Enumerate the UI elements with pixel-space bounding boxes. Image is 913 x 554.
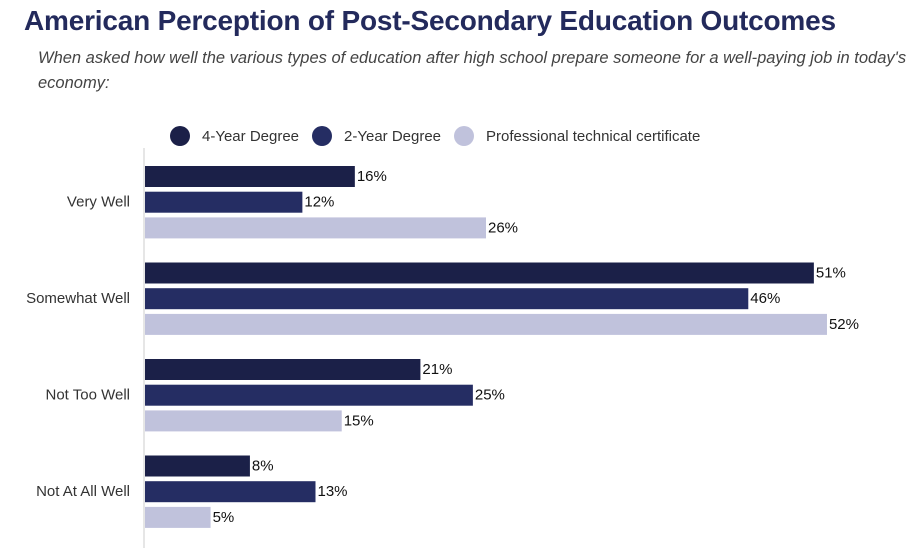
- legend-swatch-4-year-degree: [170, 126, 190, 146]
- bar-not-too-well-4-year-degree[interactable]: [145, 359, 421, 380]
- bar-very-well-2-year-degree[interactable]: [145, 191, 303, 213]
- data-label-not-at-all-well-4-year-degree: 8%: [252, 458, 274, 475]
- data-label-not-too-well-2-year-degree: 25%: [475, 387, 505, 404]
- category-label-somewhat-well: Somewhat Well: [26, 290, 130, 307]
- data-label-very-well-4-year-degree: 16%: [357, 168, 387, 185]
- legend-swatch-2-year-degree: [312, 126, 333, 146]
- bar-not-at-all-well-2-year-degree[interactable]: [145, 481, 316, 503]
- data-label-very-well-professional-technical-certificate: 26%: [488, 219, 518, 236]
- legend-item-2-year-degree[interactable]: 2-Year Degree: [312, 126, 441, 146]
- bar-not-too-well-2-year-degree[interactable]: [145, 384, 473, 406]
- category-label-not-at-all-well: Not At All Well: [36, 483, 130, 500]
- chart-subtitle: When asked how well the various types of…: [38, 49, 907, 92]
- bar-somewhat-well-4-year-degree[interactable]: [145, 262, 814, 284]
- chart-legend: 4-Year Degree 2-Year Degree Professional…: [170, 125, 713, 147]
- bar-not-at-all-well-professional-technical-certificate[interactable]: [145, 506, 211, 528]
- legend-label-professional-technical-certificate: Professional technical certificate: [486, 127, 701, 145]
- bar-not-too-well-professional-technical-certificate[interactable]: [145, 410, 342, 432]
- bar-somewhat-well-professional-technical-certificate[interactable]: [145, 313, 827, 335]
- bar-very-well-4-year-degree[interactable]: [145, 166, 355, 187]
- legend-item-4-year-degree[interactable]: 4-Year Degree: [170, 126, 299, 146]
- data-label-not-at-all-well-professional-technical-certificate: 5%: [213, 509, 235, 526]
- data-label-very-well-2-year-degree: 12%: [304, 194, 334, 211]
- bar-very-well-professional-technical-certificate[interactable]: [145, 217, 486, 239]
- chart-title: American Perception of Post-Secondary Ed…: [24, 5, 836, 36]
- legend-swatch-professional-technical-certificate: [454, 126, 475, 146]
- data-label-not-too-well-professional-technical-certificate: 15%: [344, 412, 374, 429]
- data-label-not-too-well-4-year-degree: 21%: [422, 361, 452, 378]
- data-label-not-at-all-well-2-year-degree: 13%: [317, 483, 347, 500]
- data-label-somewhat-well-4-year-degree: 51%: [816, 265, 846, 282]
- category-label-not-too-well: Not Too Well: [46, 387, 131, 404]
- legend-item-professional-technical-certificate[interactable]: Professional technical certificate: [454, 126, 700, 146]
- legend-label-2-year-degree: 2-Year Degree: [344, 127, 442, 145]
- category-label-very-well: Very Well: [67, 194, 130, 211]
- data-label-somewhat-well-professional-technical-certificate: 52%: [829, 316, 859, 333]
- legend-label-4-year-degree: 4-Year Degree: [202, 127, 300, 145]
- bar-not-at-all-well-4-year-degree[interactable]: [145, 455, 250, 477]
- bar-somewhat-well-2-year-degree[interactable]: [145, 288, 749, 310]
- data-label-somewhat-well-2-year-degree: 46%: [750, 290, 780, 307]
